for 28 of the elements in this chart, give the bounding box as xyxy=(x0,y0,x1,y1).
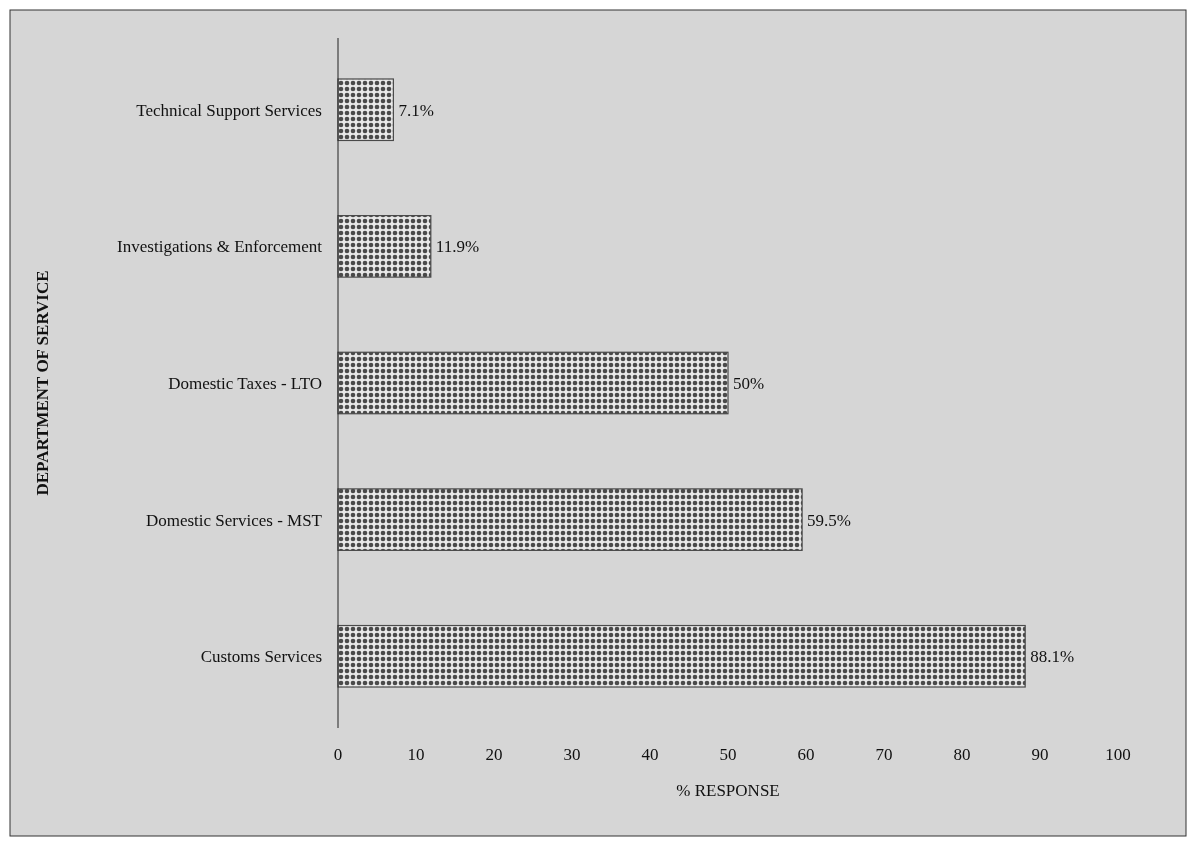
data-label: 50% xyxy=(733,373,765,393)
x-axis-title: % RESPONSE xyxy=(676,781,780,800)
x-tick-label: 10 xyxy=(407,745,425,764)
y-tick-label: Domestic Services - MST xyxy=(145,510,323,530)
x-tick-label: 30 xyxy=(563,745,581,764)
x-tick-label: 100 xyxy=(1105,745,1131,764)
x-tick-label: 50 xyxy=(719,745,737,764)
bar xyxy=(337,351,729,415)
x-tick-label: 20 xyxy=(485,745,503,764)
y-tick-label: Investigations & Enforcement xyxy=(117,237,323,257)
bar xyxy=(337,215,432,278)
y-tick-label: Technical Support Services xyxy=(136,100,322,120)
y-axis-title: DEPARTMENT OF SERVICE xyxy=(33,270,52,496)
x-tick-label: 80 xyxy=(953,745,971,764)
bar xyxy=(337,488,803,551)
x-tick-label: 40 xyxy=(641,745,659,764)
data-label: 11.9% xyxy=(435,237,480,257)
bar xyxy=(337,624,1026,688)
data-label: 7.1% xyxy=(398,100,434,120)
x-tick-label: 0 xyxy=(333,745,343,764)
x-tick-label: 60 xyxy=(797,745,815,764)
bar xyxy=(337,78,394,142)
y-tick-label: Domestic Taxes - LTO xyxy=(168,373,322,393)
data-label: 59.5% xyxy=(807,510,852,530)
data-label: 88.1% xyxy=(1030,647,1075,667)
x-tick-label: 70 xyxy=(875,745,893,764)
y-tick-label: Customs Services xyxy=(200,647,322,667)
x-tick-label: 90 xyxy=(1031,745,1049,764)
